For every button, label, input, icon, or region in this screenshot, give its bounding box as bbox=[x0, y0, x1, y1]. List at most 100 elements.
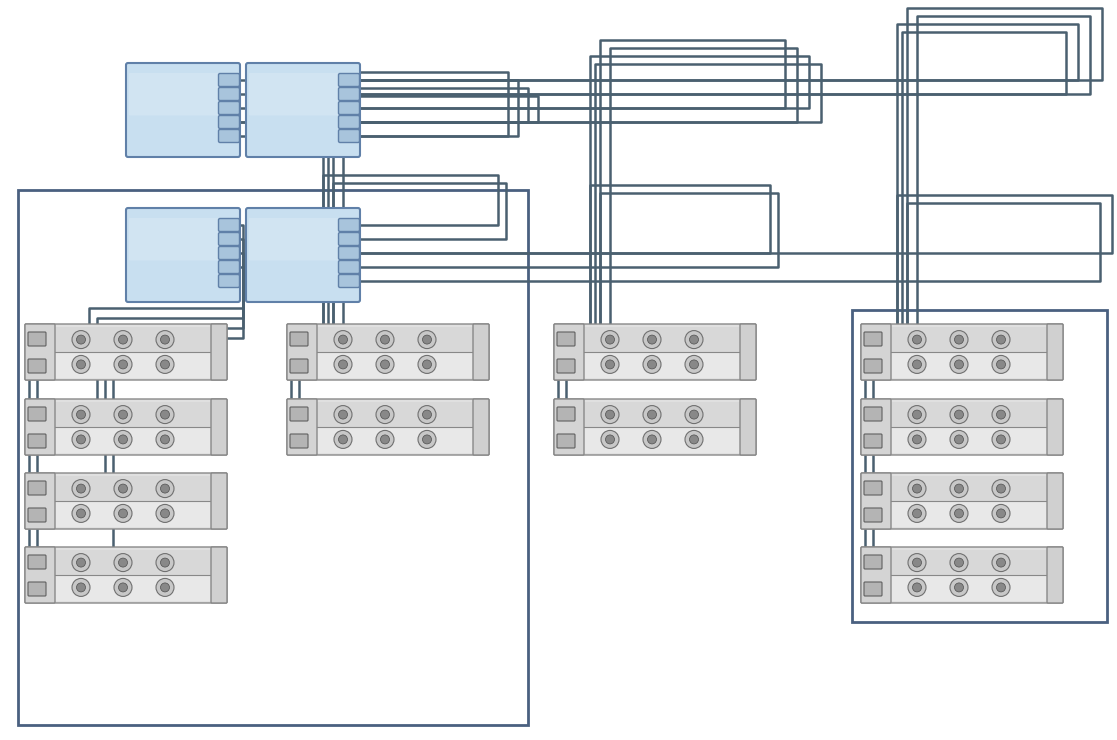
FancyBboxPatch shape bbox=[28, 434, 46, 448]
FancyBboxPatch shape bbox=[863, 353, 1061, 378]
Circle shape bbox=[376, 431, 394, 448]
FancyBboxPatch shape bbox=[472, 399, 489, 455]
FancyBboxPatch shape bbox=[287, 324, 317, 380]
FancyBboxPatch shape bbox=[865, 481, 882, 495]
FancyBboxPatch shape bbox=[28, 407, 46, 421]
FancyBboxPatch shape bbox=[126, 63, 240, 157]
Circle shape bbox=[648, 335, 657, 344]
FancyBboxPatch shape bbox=[338, 73, 360, 87]
Circle shape bbox=[601, 331, 619, 349]
Circle shape bbox=[381, 360, 390, 369]
Circle shape bbox=[908, 355, 926, 374]
Circle shape bbox=[643, 406, 661, 423]
Circle shape bbox=[76, 335, 86, 344]
FancyBboxPatch shape bbox=[739, 399, 756, 455]
Circle shape bbox=[949, 554, 968, 571]
Circle shape bbox=[992, 331, 1010, 349]
Circle shape bbox=[71, 355, 90, 374]
FancyBboxPatch shape bbox=[246, 63, 360, 157]
FancyBboxPatch shape bbox=[338, 130, 360, 143]
Circle shape bbox=[76, 435, 86, 444]
Circle shape bbox=[118, 435, 127, 444]
FancyBboxPatch shape bbox=[25, 547, 55, 603]
FancyBboxPatch shape bbox=[219, 115, 239, 129]
Circle shape bbox=[601, 355, 619, 374]
Circle shape bbox=[376, 331, 394, 349]
Circle shape bbox=[955, 435, 964, 444]
Circle shape bbox=[949, 331, 968, 349]
FancyBboxPatch shape bbox=[863, 576, 1061, 601]
FancyBboxPatch shape bbox=[338, 101, 360, 115]
Circle shape bbox=[118, 484, 127, 493]
Circle shape bbox=[422, 410, 431, 419]
FancyBboxPatch shape bbox=[289, 353, 487, 378]
FancyBboxPatch shape bbox=[557, 359, 575, 373]
FancyBboxPatch shape bbox=[28, 481, 46, 495]
FancyBboxPatch shape bbox=[863, 502, 1061, 527]
Circle shape bbox=[114, 505, 132, 522]
Circle shape bbox=[949, 579, 968, 596]
Circle shape bbox=[913, 558, 922, 567]
FancyBboxPatch shape bbox=[28, 508, 46, 522]
Circle shape bbox=[161, 435, 170, 444]
FancyBboxPatch shape bbox=[1047, 399, 1063, 455]
FancyBboxPatch shape bbox=[219, 130, 239, 143]
Circle shape bbox=[996, 509, 1005, 518]
Circle shape bbox=[913, 360, 922, 369]
Circle shape bbox=[685, 406, 703, 423]
Circle shape bbox=[601, 406, 619, 423]
Circle shape bbox=[996, 435, 1005, 444]
FancyBboxPatch shape bbox=[556, 353, 754, 378]
Circle shape bbox=[913, 435, 922, 444]
FancyBboxPatch shape bbox=[27, 353, 225, 378]
Circle shape bbox=[71, 480, 90, 497]
Circle shape bbox=[648, 435, 657, 444]
Circle shape bbox=[996, 410, 1005, 419]
Circle shape bbox=[643, 431, 661, 448]
FancyBboxPatch shape bbox=[28, 359, 46, 373]
FancyBboxPatch shape bbox=[128, 73, 237, 115]
FancyBboxPatch shape bbox=[556, 327, 754, 352]
Circle shape bbox=[418, 431, 436, 448]
FancyBboxPatch shape bbox=[865, 508, 882, 522]
FancyBboxPatch shape bbox=[338, 260, 360, 274]
Circle shape bbox=[76, 558, 86, 567]
Circle shape bbox=[992, 406, 1010, 423]
Circle shape bbox=[161, 583, 170, 592]
Circle shape bbox=[156, 355, 174, 374]
FancyBboxPatch shape bbox=[1047, 547, 1063, 603]
Circle shape bbox=[992, 505, 1010, 522]
FancyBboxPatch shape bbox=[25, 547, 227, 603]
FancyBboxPatch shape bbox=[865, 407, 882, 421]
FancyBboxPatch shape bbox=[338, 232, 360, 246]
FancyBboxPatch shape bbox=[865, 434, 882, 448]
Circle shape bbox=[992, 480, 1010, 497]
Circle shape bbox=[992, 355, 1010, 374]
Circle shape bbox=[996, 484, 1005, 493]
Circle shape bbox=[418, 406, 436, 423]
Circle shape bbox=[76, 360, 86, 369]
FancyBboxPatch shape bbox=[27, 576, 225, 601]
FancyBboxPatch shape bbox=[338, 115, 360, 129]
Circle shape bbox=[908, 505, 926, 522]
Circle shape bbox=[118, 360, 127, 369]
Circle shape bbox=[422, 335, 431, 344]
FancyBboxPatch shape bbox=[25, 473, 55, 529]
Circle shape bbox=[156, 431, 174, 448]
FancyBboxPatch shape bbox=[27, 476, 225, 501]
Circle shape bbox=[648, 360, 657, 369]
Circle shape bbox=[118, 410, 127, 419]
Circle shape bbox=[118, 558, 127, 567]
Circle shape bbox=[161, 360, 170, 369]
Circle shape bbox=[689, 435, 698, 444]
FancyBboxPatch shape bbox=[554, 324, 756, 380]
Circle shape bbox=[955, 509, 964, 518]
FancyBboxPatch shape bbox=[287, 324, 489, 380]
FancyBboxPatch shape bbox=[472, 324, 489, 380]
Circle shape bbox=[76, 410, 86, 419]
Circle shape bbox=[685, 331, 703, 349]
Circle shape bbox=[949, 406, 968, 423]
Circle shape bbox=[161, 410, 170, 419]
Circle shape bbox=[992, 554, 1010, 571]
Circle shape bbox=[996, 583, 1005, 592]
